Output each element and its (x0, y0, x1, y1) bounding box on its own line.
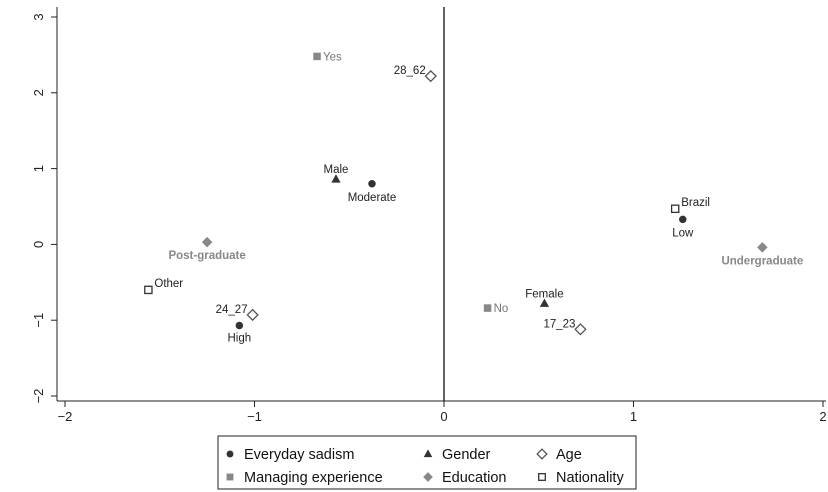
series-managing-experience: Yes No (313, 51, 508, 315)
series-age: 28_62 24_27 17_23 (216, 65, 587, 336)
legend-label: Managing experience (244, 470, 383, 486)
data-label: 24_27 (216, 304, 248, 316)
data-point (483, 304, 492, 312)
data-label: Moderate (348, 192, 397, 204)
data-point (246, 308, 259, 322)
legend-marker (226, 473, 234, 481)
data-point (201, 236, 213, 248)
legend-marker (226, 450, 234, 458)
legend-marker (423, 472, 433, 482)
legend-label: Education (442, 470, 507, 486)
legend-label: Gender (442, 447, 491, 463)
data-point (757, 242, 768, 253)
legend-item: Everyday sadism (226, 447, 354, 463)
data-label: Undergraduate (721, 255, 803, 267)
legend-item: Education (423, 470, 507, 486)
data-point (424, 69, 437, 83)
data-label: Low (672, 227, 694, 239)
data-point (235, 321, 244, 330)
legend: Everyday sadism Gender Age Managing experie… (217, 435, 637, 490)
x-tick-label: −1 (247, 409, 262, 424)
data-label: High (228, 333, 252, 345)
legend-label: Age (556, 447, 582, 463)
series-education: Post-graduate Undergraduate (168, 236, 803, 267)
legend-label: Everyday sadism (244, 447, 354, 463)
y-tick-label: 2 (31, 89, 46, 96)
legend-marker (423, 449, 433, 458)
legend-item: Managing experience (226, 470, 383, 486)
data-label: Brazil (681, 197, 710, 209)
data-point (331, 174, 341, 183)
y-tick-label: 1 (31, 165, 46, 172)
data-point (144, 285, 153, 295)
data-point (539, 298, 550, 307)
series-everyday-sadism: Moderate Low High (228, 180, 694, 345)
y-tick-label: −1 (31, 313, 46, 328)
y-tick-label: −2 (31, 389, 46, 404)
y-tick-label: 3 (31, 13, 46, 20)
x-tick-label: 1 (630, 409, 637, 424)
data-label: 17_23 (543, 318, 575, 330)
legend-label: Nationality (556, 470, 624, 486)
data-label: Other (154, 278, 183, 290)
data-label: No (494, 303, 509, 315)
x-tick-label: 2 (819, 409, 826, 424)
data-point (670, 204, 680, 214)
data-point (679, 215, 687, 224)
data-label: 28_62 (394, 65, 426, 77)
legend-item: Nationality (538, 470, 624, 486)
data-label: Post-graduate (168, 250, 245, 262)
data-label: Female (525, 289, 563, 301)
x-tick-label: 0 (440, 409, 447, 424)
legend-marker (538, 473, 546, 481)
data-point (313, 52, 321, 61)
series-nationality: Brazil Other (144, 197, 710, 295)
data-point (368, 180, 376, 188)
data-point (574, 323, 587, 336)
legend-marker (536, 448, 548, 460)
legend-item: Gender (423, 447, 491, 463)
legend-item: Age (536, 447, 582, 463)
axes: −2 −1 0 1 2 −2 −1 0 1 2 3 (31, 7, 827, 424)
x-tick-label: −2 (58, 409, 73, 424)
data-label: Male (324, 164, 349, 176)
data-points: Moderate Low High Male Female 28_62 24_27 17_23… (144, 51, 803, 345)
y-tick-label: 0 (31, 241, 46, 248)
series-gender: Male Female (324, 164, 564, 307)
data-label: Yes (323, 51, 342, 63)
